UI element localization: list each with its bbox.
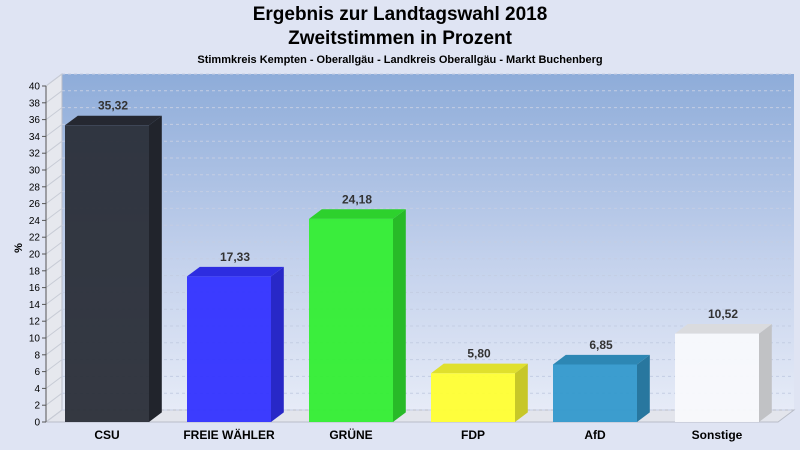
category-label: FREIE WÄHLER (183, 427, 275, 442)
bar-value-label: 10,52 (708, 307, 738, 321)
bar-afd (553, 364, 637, 422)
gridline-side (45, 409, 63, 423)
category-label: Sonstige (692, 428, 743, 442)
bar-top (431, 363, 528, 374)
y-tick-label: 12 (29, 317, 41, 328)
y-tick-label: 32 (29, 149, 41, 160)
gridline-side (45, 124, 63, 137)
y-tick-label: 20 (29, 250, 41, 261)
bar-value-label: 35,32 (98, 99, 128, 113)
category-label: GRÜNE (329, 427, 372, 442)
gridline-side (45, 157, 63, 171)
bar-side (149, 115, 162, 422)
chart-title: Ergebnis zur Landtagswahl 2018 (252, 4, 548, 25)
y-tick-label: 6 (34, 367, 40, 378)
gridline-side (45, 191, 63, 205)
y-tick-label: 22 (29, 233, 41, 244)
bar-value-label: 17,33 (220, 250, 250, 264)
bar-value-label: 6,85 (589, 338, 613, 352)
y-tick-label: 0 (34, 418, 40, 429)
y-tick-label: 28 (29, 182, 41, 193)
bar-top (65, 115, 162, 126)
y-tick-label: 30 (29, 166, 41, 177)
gridline-side (45, 342, 63, 356)
category-label: FDP (461, 428, 485, 442)
y-tick-label: 10 (29, 334, 41, 345)
gridline-side (45, 325, 63, 339)
y-tick-label: 38 (29, 98, 41, 109)
bar-side (759, 324, 772, 422)
bar-fdp (431, 373, 515, 422)
bar-side (271, 266, 284, 422)
bar-top (187, 266, 284, 277)
gridline-side (45, 107, 63, 120)
gridline-side (45, 207, 63, 221)
gridline-side (45, 174, 63, 188)
gridline-side (45, 241, 63, 255)
y-axis-title: % (13, 243, 25, 253)
bar-value-label: 24,18 (342, 192, 372, 206)
y-tick-label: 26 (29, 199, 41, 210)
bar-grüne (309, 218, 393, 422)
bar-side (515, 363, 528, 422)
category-label: CSU (94, 428, 119, 442)
bar-value-label: 5,80 (467, 347, 491, 361)
bar-top (553, 354, 650, 365)
gridline-side (45, 140, 63, 154)
y-tick-label: 24 (29, 216, 41, 227)
chart-caption: Stimmkreis Kempten - Oberallgäu - Landkr… (197, 54, 603, 66)
category-label: AfD (584, 428, 606, 442)
gridline-side (45, 291, 63, 305)
y-tick-label: 36 (29, 115, 41, 126)
y-tick-label: 4 (34, 384, 40, 395)
gridline-side (45, 308, 63, 322)
bar-side (637, 354, 650, 422)
gridline-side (45, 258, 63, 272)
gridline-side (45, 392, 63, 406)
bar-sonstige (675, 333, 759, 422)
y-tick-label: 16 (29, 283, 41, 294)
y-tick-label: 40 (29, 82, 41, 93)
gridline-side (45, 90, 63, 104)
bar-freie-wähler (187, 276, 271, 422)
y-tick-label: 34 (29, 132, 41, 143)
gridline-side (45, 275, 63, 289)
gridline-side (45, 73, 63, 87)
bar-csu (65, 125, 149, 422)
y-tick-label: 2 (34, 401, 40, 412)
y-tick-label: 8 (34, 350, 40, 361)
bar-side (393, 209, 406, 422)
y-tick-label: 14 (29, 300, 41, 311)
y-tick-label: 18 (29, 266, 41, 277)
bar-top (675, 324, 772, 334)
chart-subtitle: Zweitstimmen in Prozent (288, 28, 512, 49)
gridline-side (45, 375, 63, 389)
bar-top (309, 209, 406, 219)
gridline-side (45, 224, 63, 238)
gridline-side (45, 359, 63, 373)
